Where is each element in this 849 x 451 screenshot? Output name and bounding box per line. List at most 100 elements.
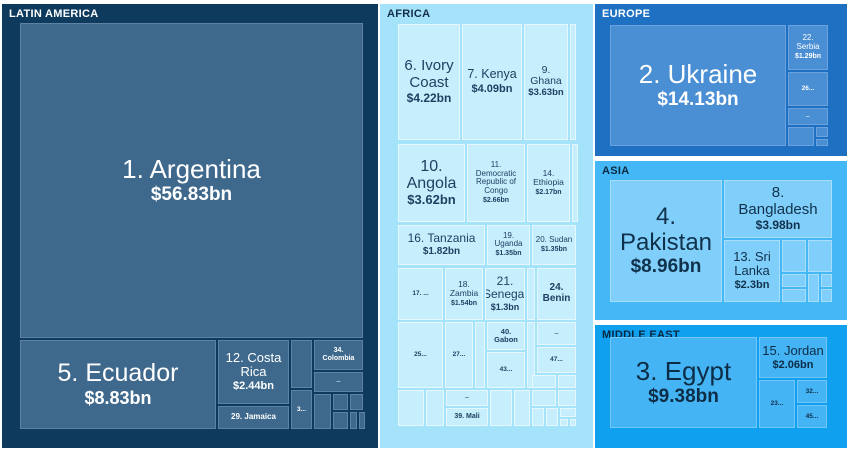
treemap-cell-unlabeled[interactable] xyxy=(350,412,357,429)
treemap-cell-unlabeled[interactable] xyxy=(532,408,544,426)
region-asia: ASIA 4. Pakistan $8.96bn 8. Bangladesh $… xyxy=(595,161,847,320)
treemap-cell-egypt[interactable]: 3. Egypt $9.38bn xyxy=(610,337,757,428)
treemap-cell-unlabeled[interactable] xyxy=(821,289,832,302)
cell-value: $2.17bn xyxy=(535,188,562,196)
treemap-cell-unlabeled[interactable] xyxy=(558,375,576,388)
treemap-cell-unlabeled[interactable] xyxy=(490,390,512,426)
treemap-cell-unlabeled[interactable] xyxy=(560,408,576,417)
treemap-cell-unlabeled[interactable] xyxy=(558,390,576,406)
treemap-cell-unlabeled[interactable] xyxy=(333,412,348,429)
treemap-cell-unlabeled[interactable] xyxy=(782,240,806,272)
cell-label: 40. Gabon xyxy=(494,326,518,344)
treemap-cell-truncated[interactable]: 26... xyxy=(788,72,828,106)
treemap-cell-zambia[interactable]: 18. Zambia $1.54bn xyxy=(445,268,483,320)
cell-value: $8.96bn xyxy=(630,256,702,278)
treemap-cell-colombia[interactable]: 34. Colombia xyxy=(314,340,363,370)
treemap-cell-ethiopia[interactable]: 14. Ethiopia $2.17bn xyxy=(527,144,570,222)
treemap-cell-unlabeled[interactable] xyxy=(816,127,828,137)
treemap-cell-ghana[interactable]: 9. Ghana $3.63bn xyxy=(524,24,568,140)
treemap-cell-truncated[interactable]: 45... xyxy=(797,405,827,428)
treemap-cell-unlabeled[interactable] xyxy=(527,268,535,320)
treemap-cell-unlabeled[interactable] xyxy=(570,419,576,426)
treemap-cell-angola[interactable]: 10. Angola $3.62bn xyxy=(398,144,465,222)
treemap-cell-sri-lanka[interactable]: 13. Sri Lanka $2.3bn xyxy=(724,240,780,302)
treemap-cell-unlabeled[interactable] xyxy=(426,390,444,426)
treemap-cell-ivory-coast[interactable]: 6. Ivory Coast $4.22bn xyxy=(398,24,460,140)
treemap-cell-truncated[interactable]: 17. ... xyxy=(398,268,443,320)
region-africa: AFRICA 6. Ivory Coast $4.22bn 7. Kenya $… xyxy=(380,4,593,448)
cell-value: $2.3bn xyxy=(734,279,770,292)
treemap-cell-gabon[interactable]: 40. Gabon xyxy=(487,322,525,350)
cell-label: 6. Ivory Coast xyxy=(404,57,454,91)
treemap-cell-uganda[interactable]: 19. Uganda $1.35bn xyxy=(487,225,530,265)
treemap-cell-unlabeled[interactable] xyxy=(572,144,578,222)
cell-label: 15. Jordan xyxy=(762,342,824,358)
cell-label: – xyxy=(554,329,559,337)
treemap-cell-unlabeled[interactable] xyxy=(333,394,348,410)
treemap-cell-senegal[interactable]: 21. Senegal $1.3bn xyxy=(485,268,525,320)
treemap-cell-unlabeled[interactable] xyxy=(359,412,365,429)
treemap-cell-bangladesh[interactable]: 8. Bangladesh $3.98bn xyxy=(724,180,832,238)
treemap-cell-benin[interactable]: 24. Benin xyxy=(537,268,576,320)
treemap-cell-ecuador[interactable]: 5. Ecuador $8.83bn xyxy=(20,340,216,429)
cell-label: 43... xyxy=(499,366,513,374)
treemap-cell-truncated[interactable]: 23... xyxy=(759,380,795,428)
treemap-cell-unlabeled[interactable] xyxy=(398,390,424,426)
treemap-cell-unlabeled[interactable] xyxy=(808,274,819,302)
treemap-cell-unlabeled[interactable] xyxy=(821,274,832,287)
cell-label: 14. Ethiopia xyxy=(533,168,564,188)
treemap-cell-unlabeled[interactable] xyxy=(314,394,331,429)
treemap-cell-unlabeled[interactable] xyxy=(475,322,485,388)
region-cells: 6. Ivory Coast $4.22bn 7. Kenya $4.09bn … xyxy=(398,24,578,426)
treemap-cell-sudan[interactable]: 20. Sudan $1.35bn xyxy=(532,225,576,265)
treemap-cell-unlabeled[interactable] xyxy=(291,340,312,388)
cell-value: $1.3bn xyxy=(490,302,520,313)
cell-value: $3.63bn xyxy=(528,87,564,99)
treemap-cell-truncated[interactable]: 47... xyxy=(537,347,576,373)
cell-label: 5. Ecuador xyxy=(57,359,179,388)
treemap-cell-unlabeled[interactable] xyxy=(782,289,806,302)
cell-value: $2.44bn xyxy=(233,380,274,393)
region-title-asia: ASIA xyxy=(602,165,630,177)
cell-label: 11. Democratic Republic of Congo xyxy=(475,160,517,196)
treemap-cell-unlabeled[interactable] xyxy=(527,322,535,388)
region-cells: 2. Ukraine $14.13bn 22. Serbia $1.29bn 2… xyxy=(610,25,828,146)
treemap-cell-jordan[interactable]: 15. Jordan $2.06bn xyxy=(759,337,827,378)
treemap-cell-unlabeled[interactable] xyxy=(532,375,556,388)
treemap-cell-unlabeled[interactable] xyxy=(808,240,832,272)
treemap-cell-truncated[interactable]: 32... xyxy=(797,380,827,403)
region-cells: 1. Argentina $56.83bn 5. Ecuador $8.83bn… xyxy=(20,23,365,429)
treemap-cell-mali[interactable]: 39. Mali xyxy=(446,408,488,426)
treemap-cell-unlabeled[interactable] xyxy=(560,419,568,426)
treemap-cell-dash[interactable]: – xyxy=(446,390,488,406)
treemap-cell-jamaica[interactable]: 29. Jamaica xyxy=(218,406,289,429)
treemap-cell-unlabeled[interactable] xyxy=(782,274,806,287)
treemap-cell-unlabeled[interactable] xyxy=(532,390,556,406)
cell-label: 9. Ghana xyxy=(530,63,562,88)
cell-value: $3.98bn xyxy=(755,217,801,232)
treemap-cell-unlabeled[interactable] xyxy=(570,24,576,140)
treemap-cell-dash[interactable]: – xyxy=(537,322,576,345)
treemap-cell-unlabeled[interactable] xyxy=(546,408,558,426)
treemap-cell-dr-congo[interactable]: 11. Democratic Republic of Congo $2.66bn xyxy=(467,144,525,222)
treemap-cell-dash[interactable]: – xyxy=(314,372,363,392)
treemap-cell-truncated[interactable]: 43... xyxy=(487,352,525,388)
treemap-cell-kenya[interactable]: 7. Kenya $4.09bn xyxy=(462,24,522,140)
treemap-cell-costa-rica[interactable]: 12. Costa Rica $2.44bn xyxy=(218,340,289,404)
treemap-cell-unlabeled[interactable] xyxy=(350,394,363,410)
treemap-cell-unlabeled[interactable] xyxy=(514,390,530,426)
cell-value: $2.66bn xyxy=(482,196,510,204)
cell-label: 18. Zambia xyxy=(449,279,479,299)
treemap-cell-argentina[interactable]: 1. Argentina $56.83bn xyxy=(20,23,363,338)
treemap-cell-unlabeled[interactable] xyxy=(788,127,814,146)
treemap-cell-truncated[interactable]: 3... xyxy=(291,390,312,429)
treemap-cell-truncated[interactable]: 25... xyxy=(398,322,443,388)
treemap-cell-ukraine[interactable]: 2. Ukraine $14.13bn xyxy=(610,25,786,146)
treemap-cell-serbia[interactable]: 22. Serbia $1.29bn xyxy=(788,25,828,70)
treemap-cell-dash[interactable]: – xyxy=(788,108,828,125)
treemap-cell-unlabeled[interactable] xyxy=(816,139,828,146)
cell-value: $1.82bn xyxy=(422,246,461,258)
treemap-cell-pakistan[interactable]: 4. Pakistan $8.96bn xyxy=(610,180,722,302)
treemap-cell-truncated[interactable]: 27... xyxy=(445,322,473,388)
treemap-cell-tanzania[interactable]: 16. Tanzania $1.82bn xyxy=(398,225,485,265)
